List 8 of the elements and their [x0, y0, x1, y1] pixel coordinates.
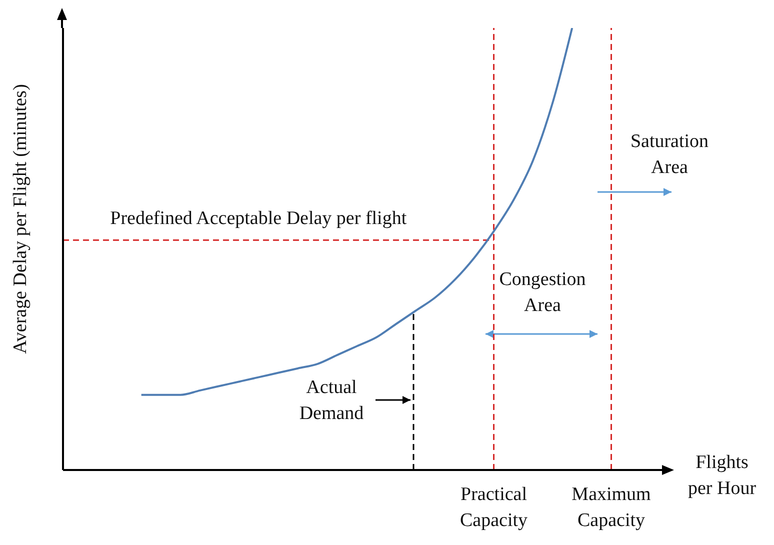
- x-tick-label: Maximum Capacity: [572, 484, 652, 531]
- y-axis-title: Average Delay per Flight (minutes): [10, 84, 31, 354]
- x-axis-title: Flights per Hour: [688, 452, 757, 499]
- ref-line-label: Predefined Acceptable Delay per flight: [110, 208, 408, 230]
- annotation: Actual Demand: [299, 377, 364, 424]
- annotation: Congestion Area: [499, 269, 586, 316]
- x-tick-label: Practical Capacity: [460, 484, 528, 531]
- annotation: Saturation Area: [630, 131, 710, 178]
